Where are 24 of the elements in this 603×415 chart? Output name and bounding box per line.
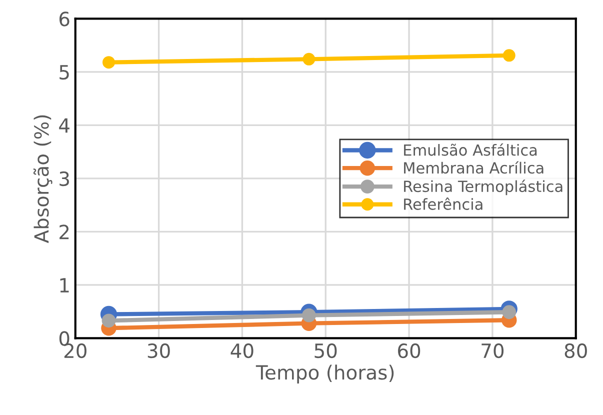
- y-tick-label: 6: [60, 12, 70, 26]
- point: [302, 308, 316, 322]
- y-tick-label: 5: [60, 65, 69, 80]
- point: [302, 52, 316, 66]
- point: [102, 314, 116, 328]
- legend-label: Resina Termoplástica: [404, 180, 562, 196]
- x-tick-label: 80: [564, 343, 587, 358]
- x-axis-title: Tempo (horas): [256, 364, 394, 384]
- legend-label: Membrana Acrílica: [404, 161, 544, 174]
- point: [502, 49, 516, 62]
- y-tick-label: 2: [60, 224, 69, 240]
- point: [102, 56, 115, 69]
- x-tick-label: 30: [148, 343, 170, 358]
- x-tick-label: 60: [398, 343, 420, 358]
- x-tick-label: 70: [482, 343, 504, 358]
- x-tick-label: 50: [314, 343, 337, 358]
- point: [502, 305, 516, 320]
- y-axis-title: Absorção (%): [33, 115, 52, 244]
- legend-label: Referência: [404, 198, 482, 210]
- y-tick-label: 3: [60, 171, 69, 186]
- x-tick-label: 40: [230, 343, 254, 358]
- y-tick-label: 4: [59, 118, 70, 133]
- y-tick-label: 1: [60, 278, 69, 292]
- legend-label: Emulsão Asfáltica: [404, 143, 537, 156]
